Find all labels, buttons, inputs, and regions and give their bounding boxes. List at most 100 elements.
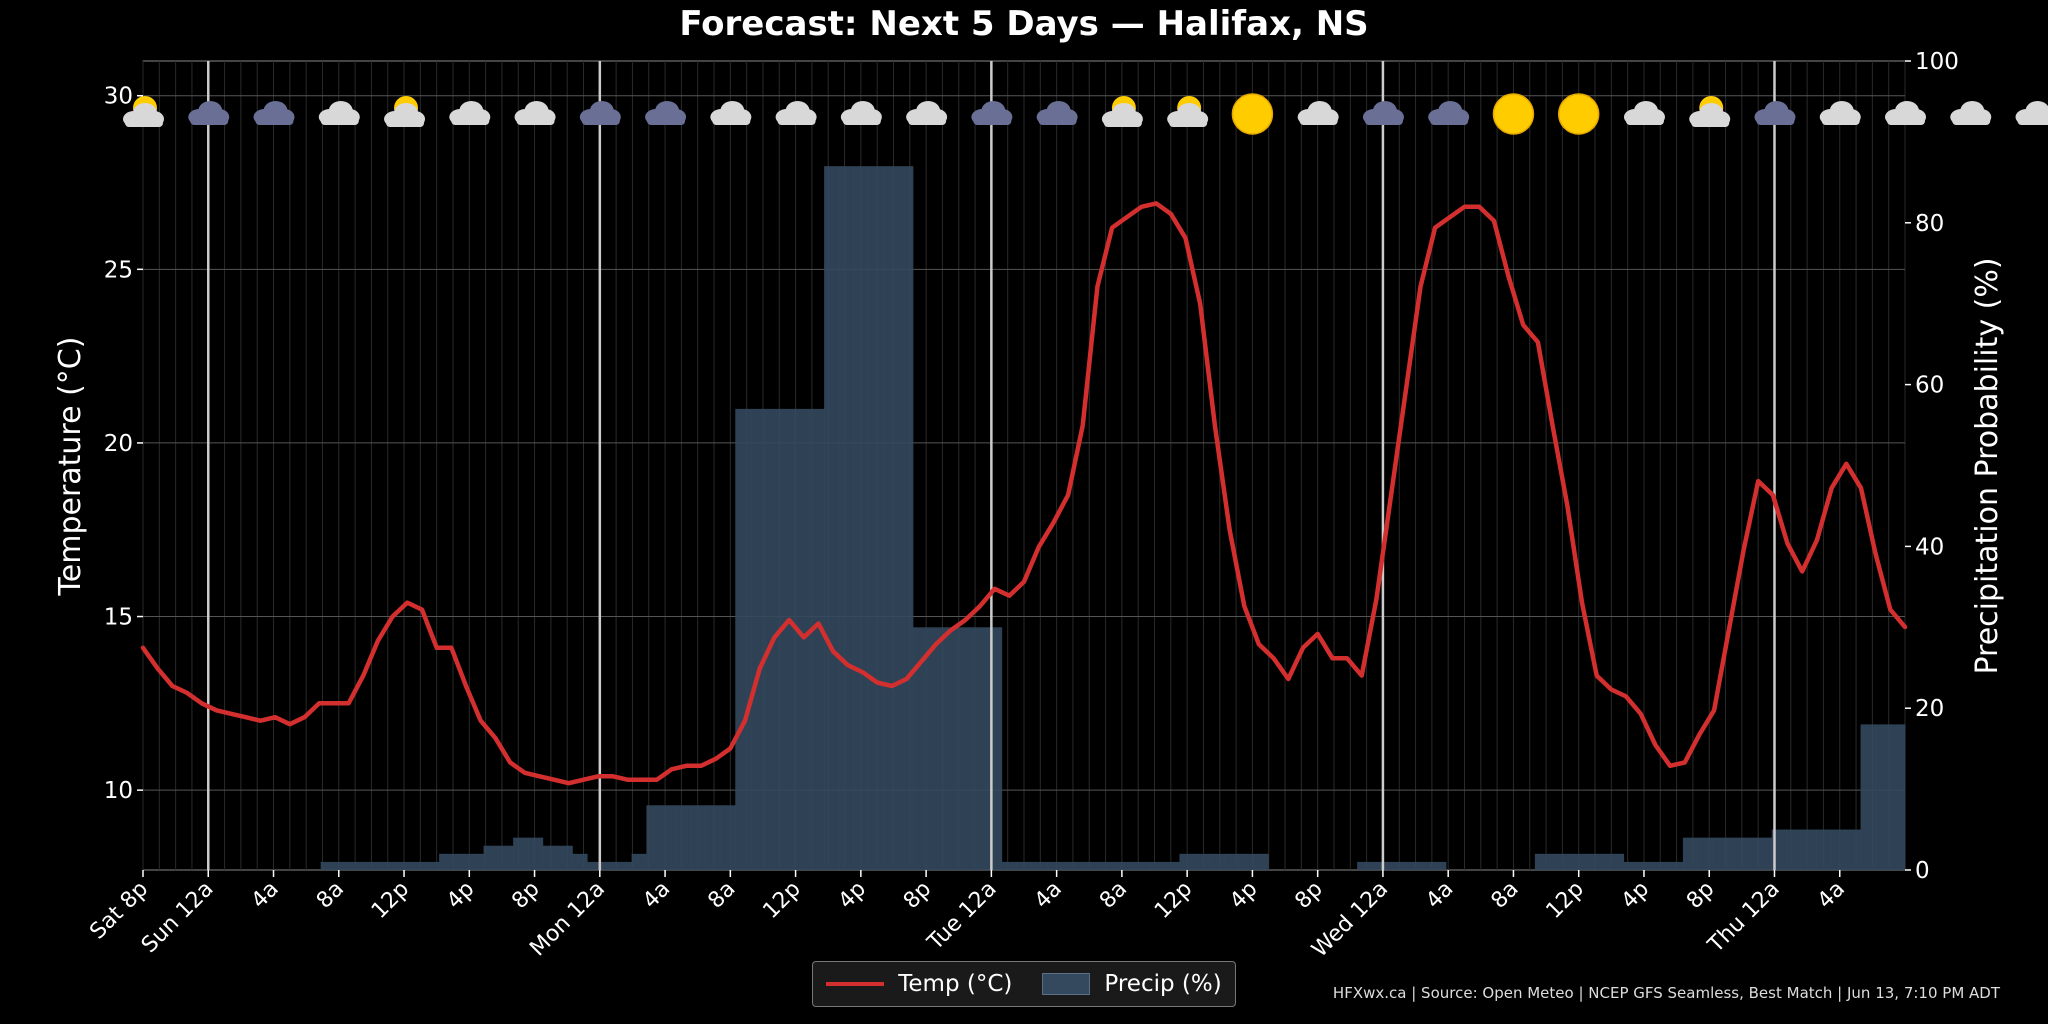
cloud-icon xyxy=(710,101,752,125)
rain-cloud-icon xyxy=(971,101,1013,125)
cloud-part xyxy=(123,103,164,127)
cloud-icon xyxy=(775,101,817,125)
precip-bar xyxy=(424,861,440,870)
precip-bar xyxy=(986,627,1003,870)
y2-tick-label: 40 xyxy=(1915,534,1944,560)
y2-tick-label: 100 xyxy=(1915,49,1959,75)
precip-bar xyxy=(587,861,603,870)
y-tick-label: 20 xyxy=(104,431,133,457)
precip-bar xyxy=(809,408,825,870)
cloud-base xyxy=(320,116,359,125)
x-tick-label: 8a xyxy=(703,877,740,914)
precip-bar xyxy=(320,861,336,870)
precip-bar xyxy=(1164,861,1180,870)
partly-cloudy-icon xyxy=(384,96,426,127)
precip-bar xyxy=(690,805,707,870)
y-axis-title: Temperature (°C) xyxy=(53,337,88,597)
x-tick-label: Thu 12a xyxy=(1703,877,1785,959)
sun-icon xyxy=(1231,93,1274,135)
cloud-base xyxy=(125,118,163,127)
precip-bar xyxy=(1061,861,1077,870)
cloud-part xyxy=(1689,103,1731,127)
legend-item-precip: Precip (%) xyxy=(1042,971,1222,997)
precip-bar xyxy=(468,853,484,870)
precip-bar xyxy=(1742,837,1758,870)
precip-bar xyxy=(868,166,884,871)
x-tick-label: 8p xyxy=(1682,877,1719,914)
y2-axis-title: Precipitation Probability (%) xyxy=(1970,257,2005,674)
precip-bar xyxy=(409,861,425,870)
x-tick-label: 4p xyxy=(834,877,871,914)
cloud-icon xyxy=(318,101,360,125)
y2-tick-label: 20 xyxy=(1915,696,1944,722)
precip-bar xyxy=(602,861,618,870)
cloud-base xyxy=(1364,116,1403,125)
rain-cloud-icon xyxy=(1428,101,1470,125)
cloud-base xyxy=(1169,118,1208,127)
precip-bar xyxy=(1253,853,1269,870)
sun-icon xyxy=(1557,93,1600,135)
precip-bar xyxy=(365,861,381,870)
precip-bar xyxy=(1594,853,1610,870)
precip-bar xyxy=(1682,837,1699,870)
precip-bar xyxy=(631,853,647,870)
precip-bar xyxy=(1608,853,1625,870)
y-tick-label: 25 xyxy=(104,257,133,283)
precip-bar xyxy=(1712,837,1728,870)
precip-bar xyxy=(1135,861,1151,870)
cloud-icon xyxy=(2015,101,2048,125)
precip-bar xyxy=(1357,861,1373,870)
precip-bar xyxy=(527,837,544,870)
cloud-base xyxy=(1887,116,1925,125)
precip-bar xyxy=(1179,853,1195,870)
rain-cloud-icon xyxy=(1754,101,1796,125)
precip-bar xyxy=(1845,829,1861,870)
precip-bar xyxy=(927,627,943,870)
cloud-base xyxy=(1103,118,1142,127)
precip-bar xyxy=(513,837,529,870)
x-tick-label: 8a xyxy=(312,877,349,914)
precip-bar xyxy=(676,805,692,870)
precip-bar xyxy=(1431,861,1447,870)
precip-bar xyxy=(1653,861,1669,870)
precip-bar xyxy=(838,166,855,871)
precip-bar xyxy=(1209,853,1225,870)
precip-bar xyxy=(912,627,929,870)
rain-cloud-icon xyxy=(188,101,230,125)
precip-bar xyxy=(1756,837,1773,870)
precip-bar xyxy=(661,805,677,870)
precip-bar xyxy=(394,861,410,870)
precip-bar xyxy=(1401,861,1417,870)
source-footer: HFXwx.ca | Source: Open Meteo | NCEP GFS… xyxy=(1332,984,2000,1002)
precip-bar xyxy=(1001,861,1017,870)
legend-label-temp: Temp (°C) xyxy=(898,971,1013,997)
precip-bar xyxy=(616,861,633,870)
cloud-icon xyxy=(906,101,948,125)
precip-bar xyxy=(1534,853,1551,870)
x-tick-label: 8p xyxy=(507,877,544,914)
precip-bar xyxy=(1786,829,1802,870)
precip-bar xyxy=(483,845,499,870)
precip-bar xyxy=(1016,861,1032,870)
precip-bar xyxy=(1860,724,1876,870)
x-tick-label: 12p xyxy=(758,877,805,924)
precip-bar xyxy=(1875,724,1891,870)
cloud-base xyxy=(190,116,229,125)
x-tick-label: 8a xyxy=(1095,877,1132,914)
cloud-icon xyxy=(840,101,882,125)
precip-bar xyxy=(1697,837,1713,870)
y2-tick-label: 60 xyxy=(1915,373,1944,399)
precip-bar xyxy=(1890,724,1906,870)
precip-bar xyxy=(720,805,736,870)
precip-bar xyxy=(972,627,988,870)
cloud-base xyxy=(1038,116,1077,125)
precip-bar xyxy=(1386,861,1402,870)
precip-bar xyxy=(542,845,558,870)
cloud-icon xyxy=(449,101,491,125)
precip-bar xyxy=(735,408,751,870)
cloud-base xyxy=(1430,116,1469,125)
precip-bar xyxy=(824,166,840,871)
cloud-icon xyxy=(1297,101,1339,125)
cloud-base xyxy=(842,116,881,125)
cloud-base xyxy=(1756,116,1795,125)
